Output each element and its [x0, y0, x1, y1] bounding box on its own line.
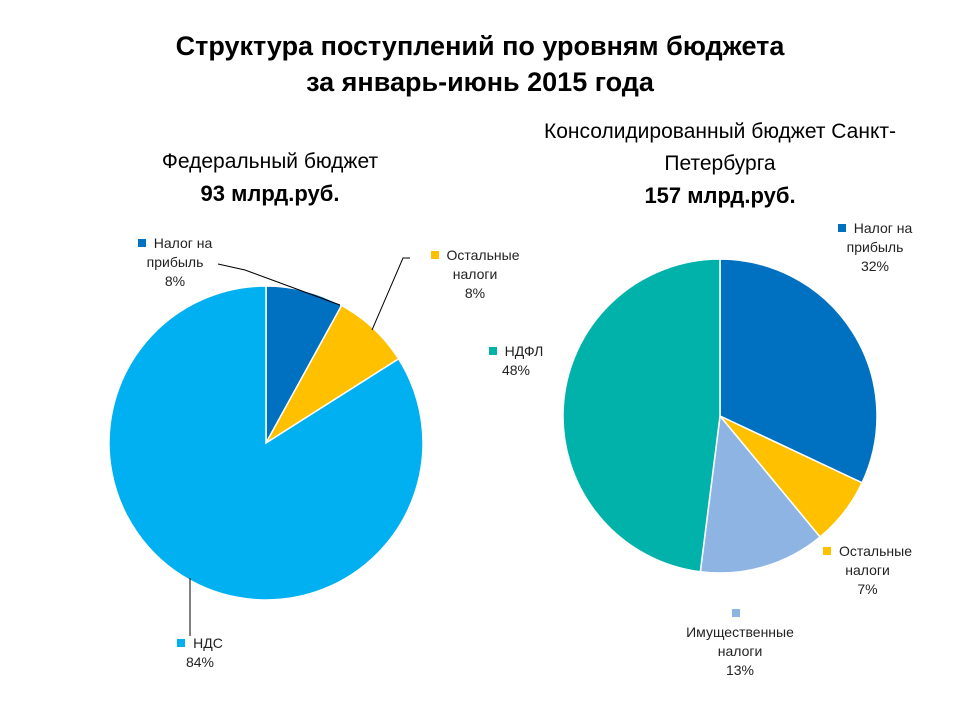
- left-pie: [108, 285, 424, 601]
- data-label: Налог на прибыль 8%: [110, 234, 240, 291]
- legend-marker: [732, 609, 740, 617]
- legend-marker: [177, 639, 186, 647]
- legend-marker: [837, 224, 846, 232]
- legend-marker: [488, 347, 497, 355]
- data-label: Остальные налоги 7%: [815, 542, 920, 599]
- right-pie-title: Консолидированный бюджет Санкт-Петербург…: [543, 120, 896, 208]
- chart-title: Структура поступлений по уровням бюджета…: [175, 31, 785, 97]
- data-label: НДФЛ 48%: [476, 342, 556, 380]
- legend-marker: [430, 251, 439, 259]
- leader-line: [371, 257, 410, 331]
- legend-marker: [823, 547, 831, 555]
- data-label: Остальные налоги 8%: [420, 246, 530, 303]
- leader-line: [217, 263, 341, 306]
- data-label: Налог на прибыль 32%: [820, 219, 930, 276]
- left-pie-title: Федеральный бюджет 93 млрд.руб.: [161, 150, 379, 206]
- data-label: Имущественные налоги 13%: [685, 604, 795, 680]
- pie-slice: [699, 414, 822, 574]
- pie-slice: [562, 258, 721, 573]
- legend-marker: [137, 239, 146, 247]
- pie-slice: [719, 258, 878, 484]
- right-pie: [562, 258, 878, 574]
- data-label: НДС 84%: [170, 634, 230, 672]
